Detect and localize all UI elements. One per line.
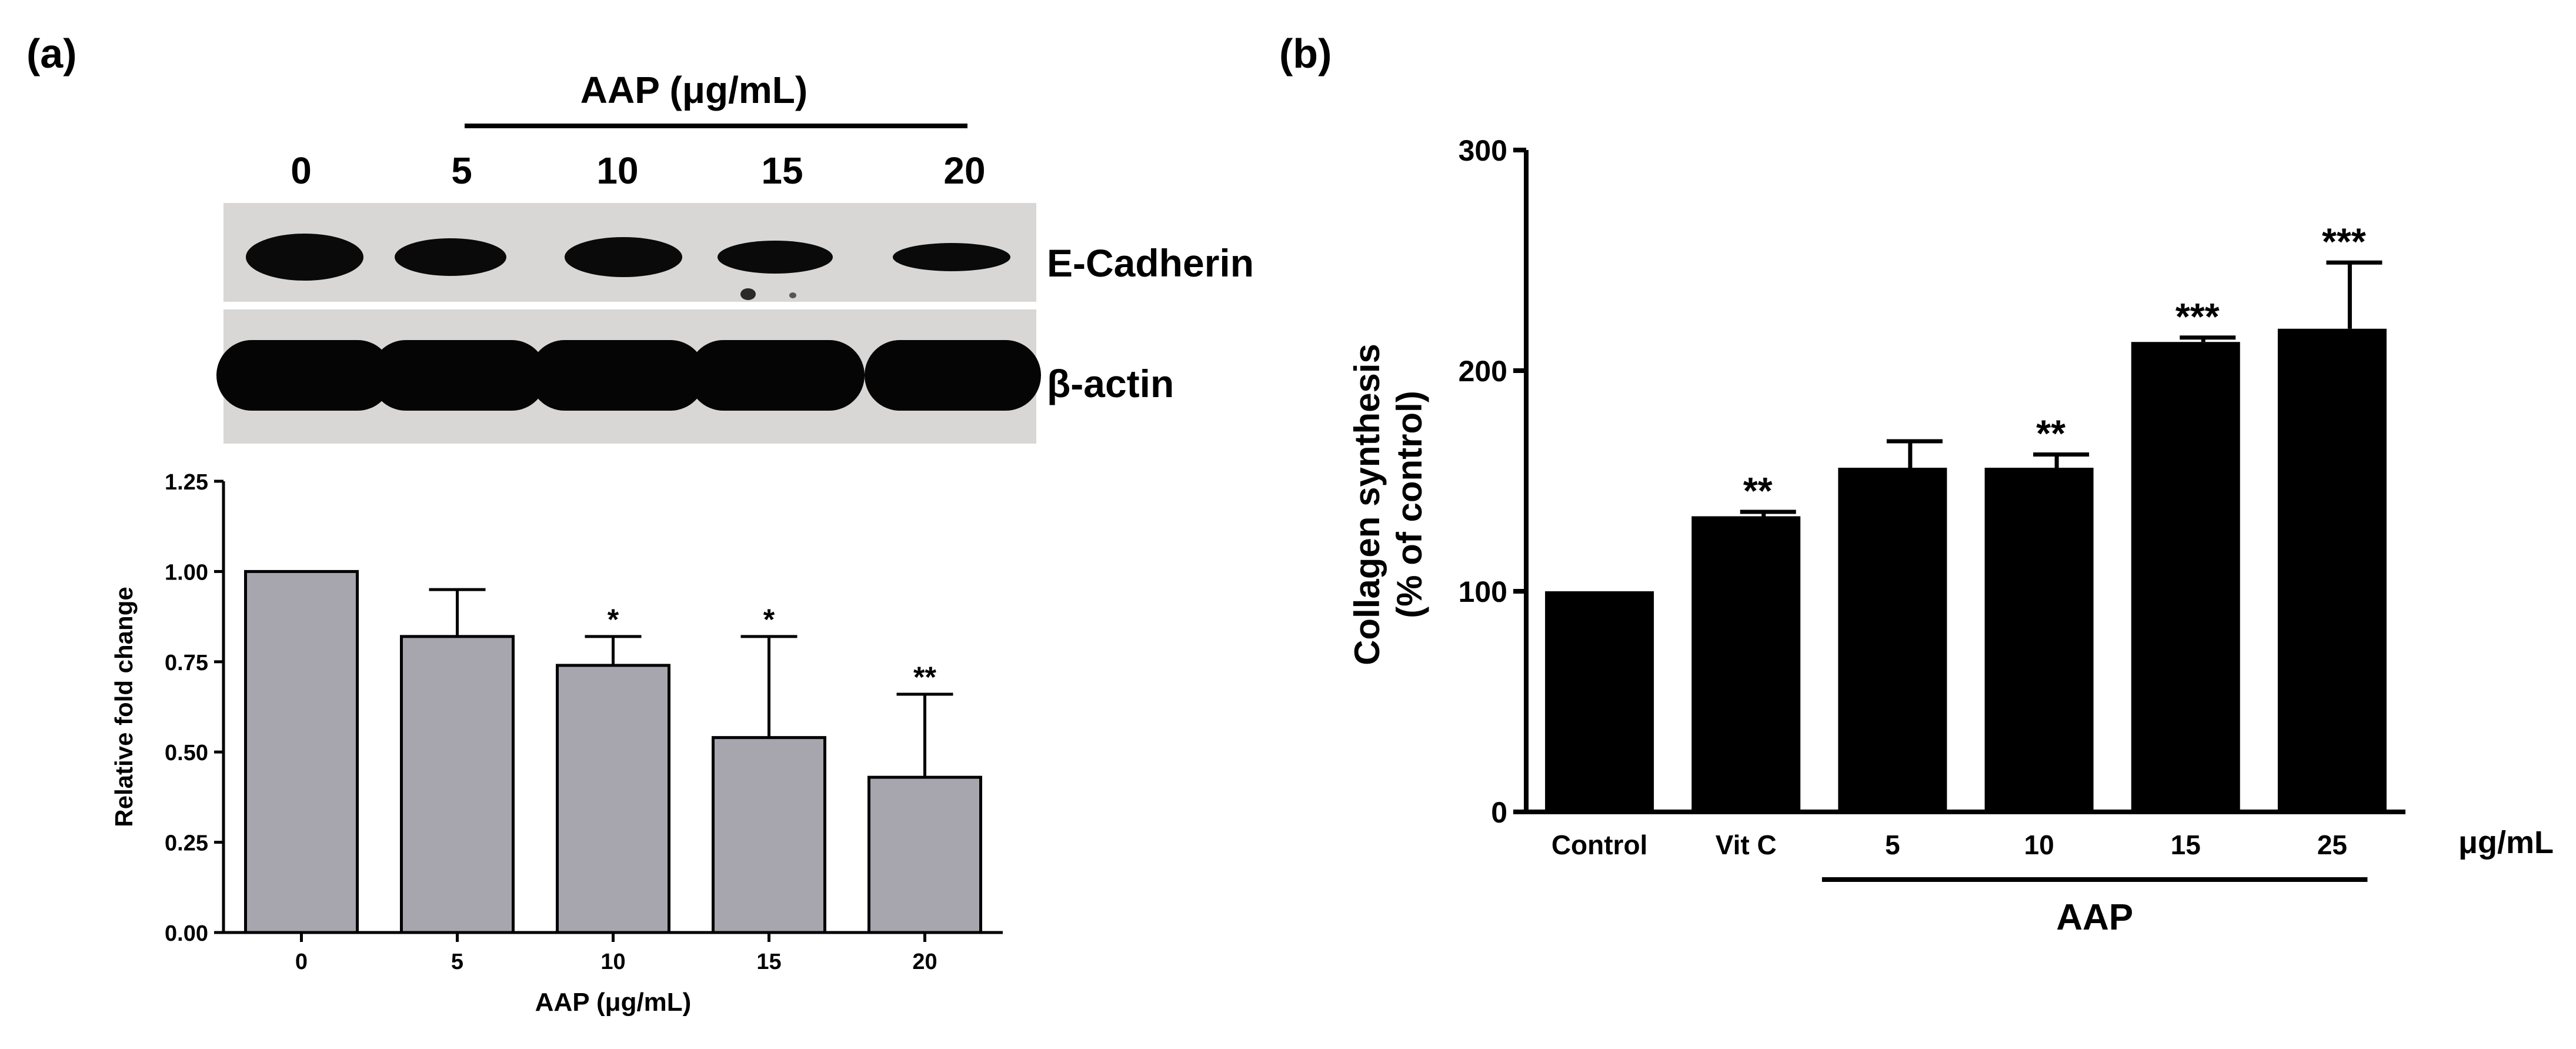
bar: [2131, 342, 2240, 812]
bar: [712, 736, 826, 934]
blot-row-label-e-cadherin: E-Cadherin: [1047, 241, 1254, 285]
beta-actin-band: [371, 340, 547, 411]
y-tick-label: 100: [1459, 575, 1507, 608]
blot-lane-label: 15: [761, 149, 803, 192]
bar: [244, 570, 359, 934]
y-tick-label: 1.25: [165, 470, 208, 495]
x-unit-label: μg/mL: [2458, 825, 2554, 860]
x-tick-label: 5: [1885, 830, 1900, 860]
significance-marker: **: [913, 661, 936, 694]
beta-actin-band: [688, 340, 865, 411]
significance-marker: ***: [2322, 220, 2366, 262]
y-tick-label: 0: [1491, 796, 1507, 829]
x-tick-label: 5: [451, 950, 463, 974]
y-tick-label: 0.50: [165, 741, 208, 765]
y-tick-label: 0.75: [165, 651, 208, 675]
significance-marker: *: [763, 603, 775, 636]
e-cadherin-band: [395, 238, 506, 276]
e-cadherin-band: [246, 234, 363, 281]
aap-group-label: AAP: [2056, 897, 2133, 938]
blot-group-label: AAP (μg/mL): [580, 69, 807, 111]
x-tick-label: 10: [600, 950, 625, 974]
beta-actin-band: [865, 340, 1041, 411]
panel-b-label: (b): [1279, 31, 1332, 76]
bar: [2277, 328, 2387, 812]
x-tick-label: 20: [912, 950, 937, 974]
blot-row-label-beta-actin: β-actin: [1047, 362, 1174, 405]
blot-lane-labels: 0 5 10 15 20: [291, 149, 985, 192]
blot-lane-label: 5: [451, 149, 472, 192]
blot-lane-label: 20: [943, 149, 985, 192]
y-axis-label-line: (% of control): [1390, 391, 1429, 618]
bar: [1545, 591, 1654, 812]
beta-actin-band: [216, 340, 393, 411]
bar: [556, 664, 670, 934]
blot-artifact: [740, 288, 756, 300]
collagen-synthesis-bar-chart: 0 100 200 300 Control Vit C ** 5 10 ** 15 *** 25 *** μ…: [1347, 134, 2554, 938]
y-tick-label: 0.00: [165, 921, 208, 946]
significance-marker: **: [1743, 469, 1773, 512]
western-blot: AAP (μg/mL) 0 5 10 15 20 E-Cadherin β-actin: [216, 69, 1254, 444]
e-cadherin-band: [893, 243, 1010, 271]
significance-marker: ***: [2175, 295, 2220, 338]
fold-change-bar-chart: 0.00 0.25 0.50 0.75 1.00 1.25 0 5 10 * 15 * 20 ** AAP …: [110, 470, 1003, 1017]
y-tick-label: 0.25: [165, 831, 208, 856]
e-cadherin-band: [718, 241, 833, 274]
significance-marker: *: [608, 603, 619, 636]
e-cadherin-bands: [246, 234, 1010, 281]
blot-lane-label: 10: [596, 149, 638, 192]
x-tick-label: Vit C: [1716, 830, 1777, 860]
y-axis-label: Collagen synthesis(% of control): [1347, 344, 1429, 665]
bar: [867, 775, 982, 934]
panel-a-label: (a): [26, 31, 77, 76]
x-tick-label: 15: [2171, 830, 2201, 860]
y-tick-label: 300: [1459, 134, 1507, 167]
bar: [1838, 468, 1947, 812]
blot-lane-label: 0: [291, 149, 312, 192]
x-tick-label: 15: [756, 950, 781, 974]
x-tick-label: 25: [2317, 830, 2347, 860]
significance-marker: **: [2036, 412, 2066, 455]
y-axis-label-line: Collagen synthesis: [1347, 344, 1387, 665]
x-axis-label: AAP (μg/mL): [535, 988, 692, 1017]
bar: [1691, 516, 1801, 812]
e-cadherin-band: [565, 237, 682, 277]
x-tick-label: Control: [1551, 830, 1648, 860]
y-axis-label: Relative fold change: [110, 587, 138, 827]
y-tick-label: 1.00: [165, 560, 208, 585]
x-tick-label: 0: [295, 950, 308, 974]
blot-artifact: [789, 292, 796, 298]
bar: [1984, 468, 2094, 812]
bar: [400, 635, 515, 934]
x-tick-label: 10: [2024, 830, 2054, 860]
beta-actin-band: [529, 340, 706, 411]
beta-actin-bands: [216, 340, 1041, 411]
y-tick-label: 200: [1459, 355, 1507, 388]
